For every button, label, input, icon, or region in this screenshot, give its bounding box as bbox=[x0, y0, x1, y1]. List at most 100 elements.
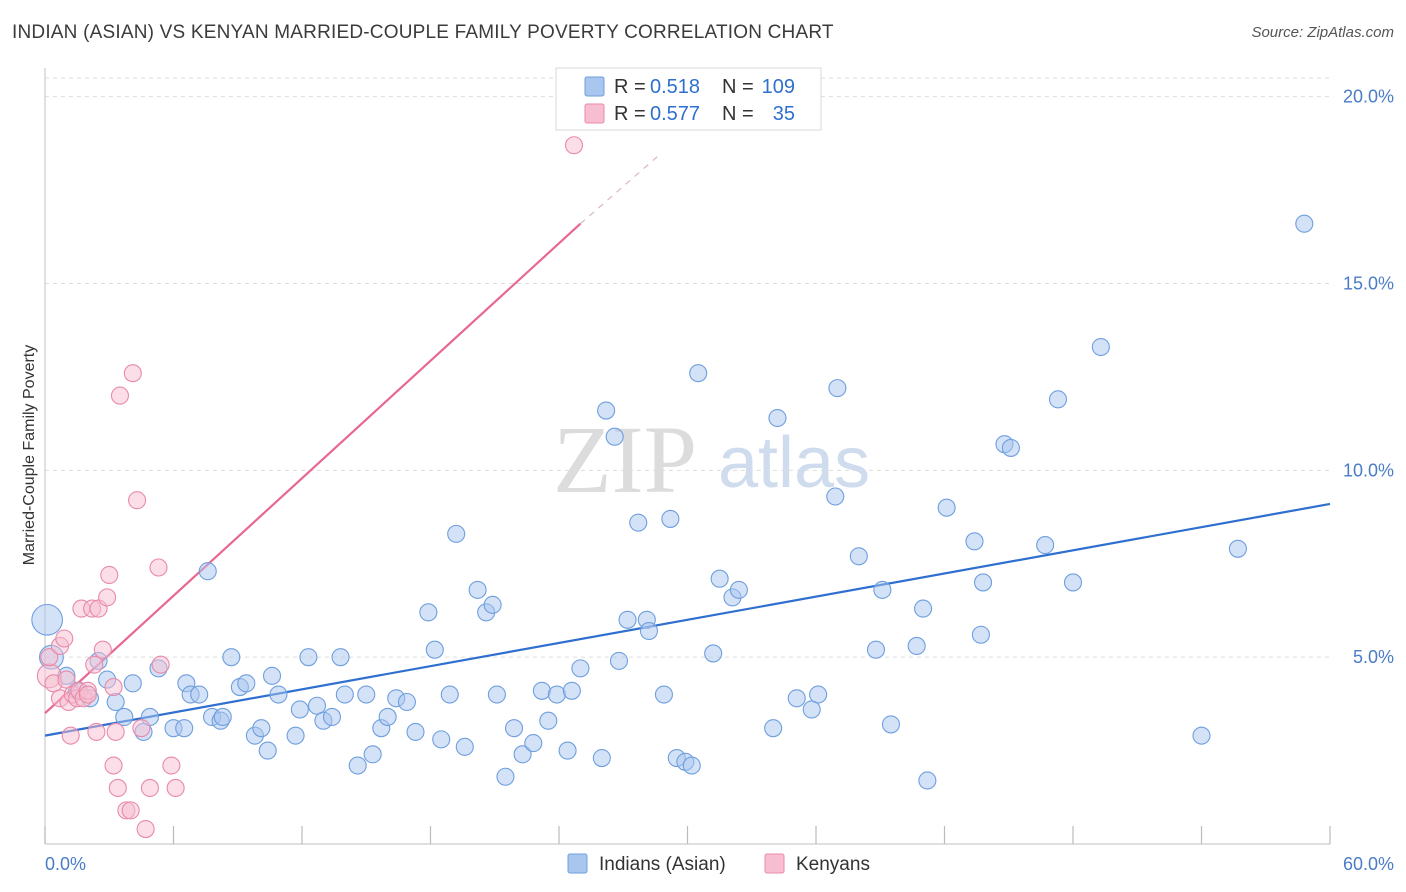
data-point-pink bbox=[149, 558, 168, 577]
data-point-blue bbox=[286, 726, 305, 745]
data-point-blue bbox=[654, 685, 673, 704]
data-point-blue bbox=[198, 562, 217, 581]
y-tick-label: 20.0% bbox=[1343, 87, 1394, 107]
data-point-blue bbox=[348, 756, 367, 775]
legend-swatch-kenyans[interactable] bbox=[764, 853, 785, 874]
data-point-blue bbox=[487, 685, 506, 704]
data-point-blue bbox=[299, 648, 318, 667]
data-point-blue bbox=[768, 408, 787, 428]
data-point-blue bbox=[937, 498, 956, 517]
data-point-blue bbox=[547, 685, 566, 704]
data-point-blue bbox=[605, 427, 624, 446]
data-point-pink bbox=[87, 722, 106, 741]
axes bbox=[44, 68, 1331, 845]
data-point-blue bbox=[532, 681, 551, 700]
data-point-pink bbox=[93, 640, 112, 659]
data-point-blue bbox=[629, 513, 648, 532]
data-point-blue bbox=[483, 595, 502, 614]
trend-line-blue bbox=[44, 502, 1331, 737]
data-point-blue bbox=[764, 719, 783, 738]
x-tick-label-max: 60.0% bbox=[1343, 854, 1394, 874]
data-point-pink bbox=[110, 386, 130, 405]
legend-swatch-indians[interactable] bbox=[567, 853, 588, 874]
data-point-blue bbox=[809, 685, 828, 704]
stats-r-label-indians: R = bbox=[614, 76, 646, 98]
data-point-pink bbox=[61, 726, 80, 745]
data-point-blue bbox=[539, 711, 558, 730]
data-point-pink bbox=[108, 778, 127, 798]
data-point-blue bbox=[592, 749, 611, 768]
data-point-blue bbox=[873, 580, 892, 599]
data-point-blue bbox=[175, 719, 194, 738]
data-point-blue bbox=[787, 689, 806, 708]
data-point-blue bbox=[363, 745, 382, 764]
data-point-pink bbox=[564, 136, 584, 155]
data-point-blue bbox=[504, 719, 524, 738]
data-point-blue bbox=[468, 580, 487, 599]
stats-r-label-kenyans: R = bbox=[614, 103, 646, 125]
data-point-blue bbox=[689, 364, 708, 383]
data-point-pink bbox=[132, 719, 151, 738]
data-point-blue bbox=[258, 741, 277, 760]
data-point-blue bbox=[849, 547, 868, 566]
legend-label-indians[interactable]: Indians (Asian) bbox=[599, 854, 726, 875]
data-point-blue bbox=[513, 745, 532, 764]
gridlines bbox=[45, 77, 1330, 658]
data-point-blue bbox=[907, 636, 926, 656]
data-point-blue bbox=[618, 610, 637, 629]
data-point-blue bbox=[973, 573, 993, 592]
data-point-blue bbox=[918, 771, 937, 790]
data-point-pink bbox=[162, 756, 181, 775]
data-point-blue bbox=[1228, 539, 1247, 558]
y-tick-label: 5.0% bbox=[1353, 647, 1394, 667]
data-point-blue bbox=[378, 707, 397, 727]
data-point-pink bbox=[140, 778, 159, 798]
data-point-blue bbox=[190, 685, 209, 704]
data-point-blue bbox=[397, 692, 416, 712]
watermark-zip: ZIP bbox=[553, 406, 697, 513]
source-note: Source: ZipAtlas.com bbox=[1251, 24, 1394, 41]
data-point-blue bbox=[802, 700, 821, 719]
data-point-blue bbox=[965, 532, 984, 551]
data-point-blue bbox=[262, 666, 282, 685]
data-point-blue bbox=[331, 648, 350, 667]
data-point-blue bbox=[1036, 536, 1055, 555]
stats-swatch-kenyans bbox=[584, 103, 605, 124]
stats-n-value-kenyans: 35 bbox=[773, 103, 795, 125]
data-point-pink bbox=[78, 685, 97, 704]
data-point-pink bbox=[57, 670, 76, 689]
data-point-blue bbox=[571, 659, 590, 678]
x-tick-label-min: 0.0% bbox=[45, 854, 86, 874]
data-point-blue bbox=[31, 603, 63, 636]
data-point-blue bbox=[661, 509, 680, 528]
stats-box: R = 0.518 N = 109 R = 0.577 N = 35 bbox=[555, 67, 822, 131]
data-point-pink bbox=[40, 648, 59, 667]
stats-swatch-indians bbox=[584, 76, 605, 97]
data-point-pink bbox=[128, 491, 147, 510]
data-point-blue bbox=[455, 737, 474, 756]
data-point-blue bbox=[1091, 337, 1110, 357]
data-point-blue bbox=[322, 707, 342, 727]
stats-n-label-indians: N = bbox=[722, 76, 754, 98]
data-point-blue bbox=[406, 722, 425, 741]
data-point-pink bbox=[104, 678, 123, 697]
data-point-blue bbox=[269, 685, 288, 704]
data-point-blue bbox=[562, 681, 581, 700]
data-point-blue bbox=[971, 625, 990, 644]
legend-label-kenyans[interactable]: Kenyans bbox=[796, 854, 870, 875]
data-point-pink bbox=[136, 820, 155, 839]
data-point-pink bbox=[151, 655, 170, 674]
trend-line-extension bbox=[580, 152, 663, 225]
data-point-blue bbox=[828, 379, 847, 398]
data-point-blue bbox=[425, 640, 444, 659]
data-point-blue bbox=[866, 640, 886, 659]
data-points bbox=[31, 136, 1314, 839]
data-point-blue bbox=[335, 685, 354, 704]
data-point-blue bbox=[558, 741, 577, 760]
data-point-blue bbox=[710, 569, 729, 588]
data-point-blue bbox=[682, 756, 701, 775]
data-point-blue bbox=[213, 707, 232, 727]
stats-n-value-indians: 109 bbox=[762, 76, 795, 98]
data-point-pink bbox=[98, 588, 117, 607]
